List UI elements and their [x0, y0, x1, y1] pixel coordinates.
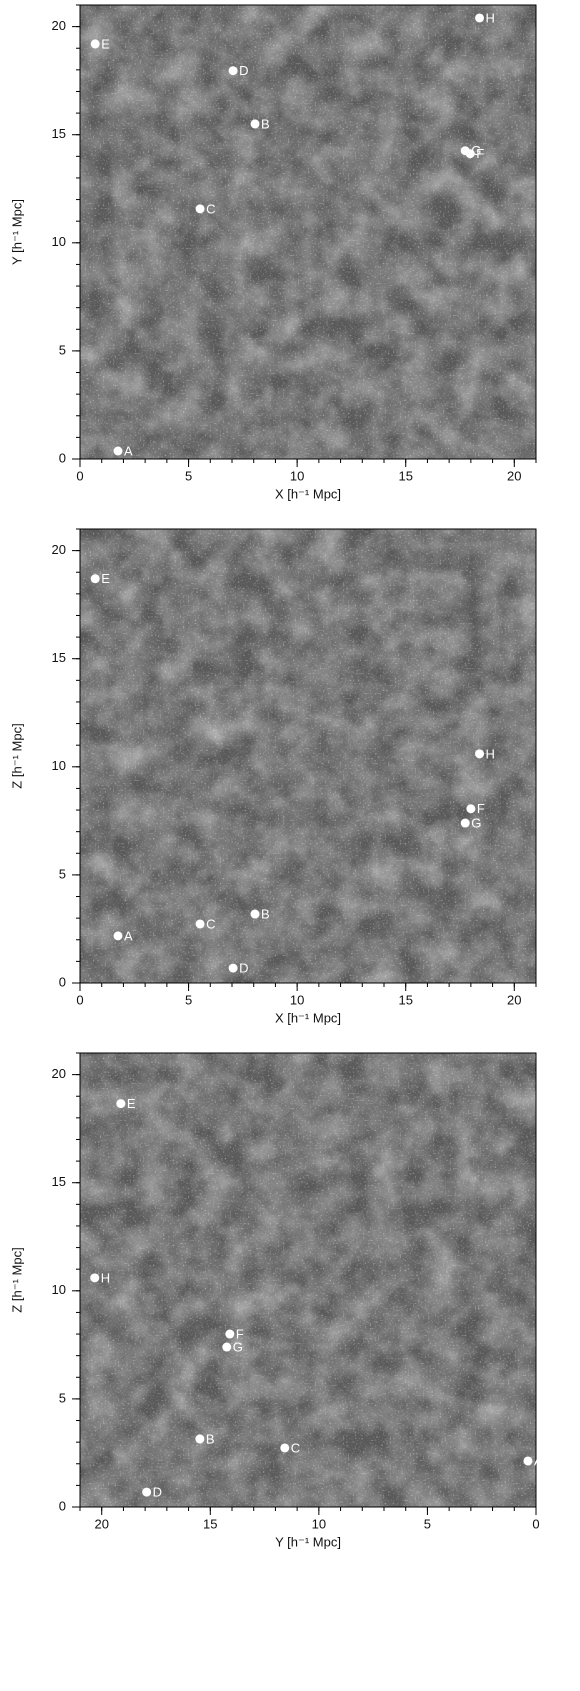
x-tick-label: 20 [507, 468, 521, 483]
y-tick-label: 5 [59, 866, 66, 881]
point [195, 1434, 205, 1444]
y-tick-label: 5 [59, 1390, 66, 1405]
x-tick-label: 15 [398, 468, 412, 483]
point [250, 909, 260, 919]
point [523, 1456, 533, 1466]
point-label: D [239, 961, 248, 976]
point [116, 1099, 126, 1109]
plot-frame [79, 4, 537, 460]
x-axis-label: X [h⁻¹ Mpc] [275, 486, 341, 501]
point-label: F [477, 801, 485, 816]
point [228, 963, 238, 973]
point-label: A [534, 1453, 543, 1468]
x-tick-label: 0 [76, 468, 83, 483]
y-axis-label: Z [h⁻¹ Mpc] [9, 1247, 24, 1312]
point [250, 119, 260, 129]
point [90, 1273, 100, 1283]
y-tick-label: 20 [52, 18, 66, 33]
point-label: A [124, 443, 133, 458]
x-tick-label: 15 [398, 992, 412, 1007]
point-label: B [206, 1431, 215, 1446]
point-label: E [101, 571, 110, 586]
point-label: G [471, 815, 481, 830]
point-label: C [206, 916, 215, 931]
halo-specks [80, 1053, 536, 1507]
plot-frame [79, 528, 537, 984]
point-label: B [261, 906, 270, 921]
point [475, 749, 485, 759]
halo-specks [80, 5, 536, 459]
x-tick-label: 15 [203, 1516, 217, 1531]
x-tick-label: 5 [185, 992, 192, 1007]
point [280, 1443, 290, 1453]
point [460, 818, 470, 828]
point-label: F [476, 146, 484, 161]
y-tick-label: 20 [52, 542, 66, 557]
point [113, 931, 123, 941]
point-label: E [127, 1096, 136, 1111]
point [90, 574, 100, 584]
point [195, 919, 205, 929]
y-axis-label: Y [h⁻¹ Mpc] [9, 199, 24, 265]
point-label: A [124, 928, 133, 943]
point [222, 1342, 232, 1352]
point-label: F [236, 1326, 244, 1341]
point-label: G [233, 1339, 243, 1354]
y-tick-label: 10 [52, 234, 66, 249]
y-tick-label: 10 [52, 758, 66, 773]
plot-frame [79, 1052, 537, 1508]
point-label: B [261, 116, 270, 131]
point [466, 804, 476, 814]
point-label: C [291, 1440, 300, 1455]
x-tick-label: 20 [507, 992, 521, 1007]
point [228, 66, 238, 76]
panel: 0 5 10 15 20 0 5 10 15 20 X [h⁻¹ Mpc] Y [h⁻¹ Mpc] A B… [9, 4, 537, 501]
x-axis-label: Y [h⁻¹ Mpc] [275, 1534, 341, 1549]
x-tick-label: 5 [185, 468, 192, 483]
point [475, 13, 485, 23]
point-label: C [206, 201, 215, 216]
point-label: D [239, 63, 248, 78]
y-tick-label: 0 [59, 1498, 66, 1513]
panel: 0 5 10 15 20 0 5 10 15 20 X [h⁻¹ Mpc] Z [h⁻¹ Mpc] A B… [9, 528, 537, 1025]
x-axis-label: X [h⁻¹ Mpc] [275, 1010, 341, 1025]
x-tick-label: 5 [424, 1516, 431, 1531]
y-tick-label: 20 [52, 1066, 66, 1081]
x-tick-label: 10 [290, 468, 304, 483]
point [225, 1329, 235, 1339]
x-tick-label: 10 [290, 992, 304, 1007]
point-label: G [471, 143, 481, 158]
point-label: H [486, 10, 495, 25]
point [142, 1487, 152, 1497]
halo-specks [80, 529, 536, 983]
y-tick-label: 5 [59, 342, 66, 357]
y-tick-label: 0 [59, 974, 66, 989]
point [460, 146, 470, 156]
point-label: E [101, 36, 110, 51]
point-label: H [101, 1270, 110, 1285]
point [113, 446, 123, 456]
panel: 20 15 10 5 0 0 5 10 15 20 Y [h⁻¹ Mpc] Z [h⁻¹ Mpc] A B… [9, 1052, 543, 1549]
x-tick-label: 20 [94, 1516, 108, 1531]
y-tick-label: 15 [52, 1174, 66, 1189]
y-tick-label: 15 [52, 126, 66, 141]
x-tick-label: 10 [312, 1516, 326, 1531]
y-tick-label: 0 [59, 450, 66, 465]
y-axis-label: Z [h⁻¹ Mpc] [9, 723, 24, 788]
point-label: H [486, 746, 495, 761]
x-tick-label: 0 [532, 1516, 539, 1531]
x-tick-label: 0 [76, 992, 83, 1007]
point [90, 39, 100, 49]
y-tick-label: 10 [52, 1282, 66, 1297]
point [195, 204, 205, 214]
y-tick-label: 15 [52, 650, 66, 665]
point-label: D [153, 1485, 162, 1500]
